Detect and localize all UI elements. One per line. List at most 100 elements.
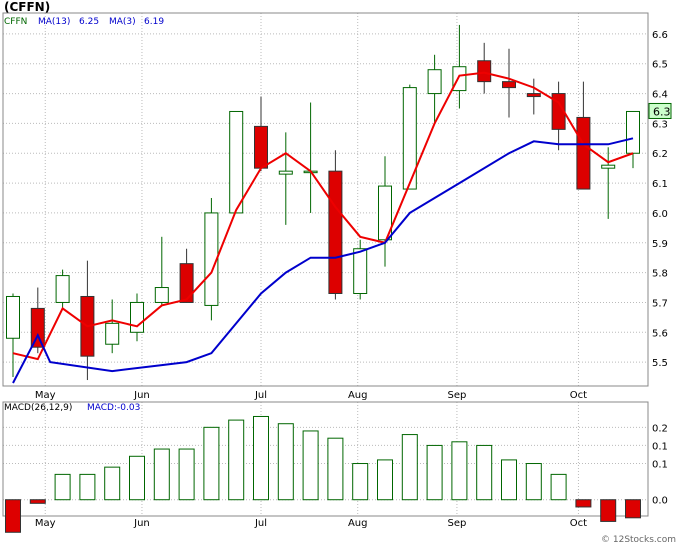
candle-body-up <box>229 110 244 214</box>
candle-body-up <box>154 287 169 303</box>
month-tick-label: Oct <box>570 390 587 401</box>
price-panel: 5.5 5.6 5.7 5.8 5.9 6.0 6.1 6.2 6.3 6.4 6.5 6.6 May J… <box>2 12 672 401</box>
price-tick-label: 5.7 <box>652 298 668 309</box>
macd-bar-positive <box>377 459 393 501</box>
candle-body-up <box>130 301 144 333</box>
macd-legend-value: MACD:-0.03 <box>87 403 140 413</box>
month-tick-label: Jul <box>254 390 267 401</box>
macd-bar-positive <box>327 437 344 501</box>
candle-body-up <box>427 69 442 95</box>
candle <box>254 96 268 172</box>
price-tick-label: 6.4 <box>652 90 668 101</box>
candle-body-down <box>30 307 45 348</box>
candle <box>353 239 368 300</box>
candle <box>30 287 45 354</box>
price-tick-label: 5.6 <box>652 328 668 339</box>
candle <box>576 81 591 190</box>
macd-bar-positive <box>476 444 493 501</box>
macd-tick-label: 0.1 <box>652 460 668 471</box>
candle-body-up <box>402 87 417 190</box>
month-tick-label: Sep <box>447 390 466 401</box>
macd-bar-negative <box>625 499 641 519</box>
macd-bar-positive <box>426 444 443 501</box>
legend-ma13-value: 6.25 <box>79 17 99 27</box>
macd-month-tick-label: Oct <box>570 518 587 529</box>
macd-bar-positive <box>451 441 468 501</box>
last-price-box <box>648 102 672 119</box>
macd-panel: 0.2 0.1 0.1 0.0 May Jun Jul Aug Sep Oct <box>2 401 668 533</box>
macd-bar-positive <box>277 423 294 501</box>
legend: CFFN MA(13) 6.25 MA(3) 6.19 <box>4 17 164 27</box>
macd-bar-positive <box>501 459 517 501</box>
macd-bar-positive <box>228 419 245 501</box>
candle-body-down <box>526 93 541 98</box>
price-tick-label: 5.9 <box>652 239 668 250</box>
chart-title: (CFFN) <box>4 0 50 14</box>
candle-body-down <box>254 125 268 169</box>
candle-body-down <box>477 60 492 83</box>
macd-bar-positive <box>352 463 369 501</box>
last-price-label: 6.3 <box>653 105 671 118</box>
candle <box>80 260 95 381</box>
candle <box>378 156 392 267</box>
candle-body-up <box>452 66 467 92</box>
macd-month-tick-label: Sep <box>447 518 466 529</box>
candle <box>303 102 318 213</box>
price-tick-label: 6.6 <box>652 30 668 41</box>
price-tick-label: 6.0 <box>652 209 668 220</box>
candle <box>551 81 566 151</box>
candle-body-up <box>6 295 20 339</box>
macd-bar-positive <box>178 448 195 501</box>
candle <box>601 147 616 219</box>
price-tick-label: 6.5 <box>652 60 668 71</box>
candle <box>452 24 467 109</box>
price-tick-label: 6.2 <box>652 149 668 160</box>
ma3-line <box>12 71 634 361</box>
macd-month-tick-label: Jun <box>133 518 150 529</box>
price-tick-label: 6.3 <box>652 119 668 130</box>
candle <box>179 248 194 303</box>
macd-bar-positive <box>54 473 71 501</box>
candle-body-up <box>601 164 616 169</box>
candle-body-down <box>551 93 566 130</box>
candle <box>278 132 293 225</box>
macd-bar-positive <box>550 473 567 501</box>
macd-bar-positive <box>129 455 145 501</box>
candle-body-up <box>378 185 392 241</box>
candle <box>502 48 516 118</box>
macd-bar-positive <box>104 466 121 501</box>
macd-tick-label: 0.1 <box>652 441 668 452</box>
macd-bar-positive <box>153 448 170 501</box>
candle <box>328 150 343 300</box>
macd-month-tick-label: May <box>35 518 56 529</box>
candle-body-down <box>502 81 516 89</box>
macd-bar-negative <box>575 499 592 508</box>
candle <box>105 299 120 354</box>
macd-panel-frame <box>2 401 649 517</box>
candle <box>427 54 442 124</box>
macd-tick-label: 0.2 <box>652 423 668 434</box>
candle-body-up <box>353 248 368 294</box>
legend-ma3-label: MA(3) <box>109 17 136 27</box>
macd-bar-negative <box>600 499 617 522</box>
legend-ticker: CFFN <box>4 17 27 27</box>
candle <box>229 110 244 214</box>
watermark: © 12Stocks.com <box>601 535 676 545</box>
candle-body-up <box>105 322 120 345</box>
macd-bar-positive <box>79 473 96 501</box>
candle-body-up <box>55 275 70 303</box>
macd-legend: MACD(26,12,9) MACD:-0.03 <box>4 403 140 413</box>
ma13-line <box>12 137 634 384</box>
candle <box>402 84 417 190</box>
macd-bar-positive <box>203 426 220 501</box>
candle-body-down <box>179 263 194 303</box>
candle-body-down <box>328 170 343 294</box>
candle <box>154 236 169 306</box>
macd-bar-positive <box>525 463 542 501</box>
month-tick-label: Aug <box>348 390 368 401</box>
candle <box>477 42 492 94</box>
macd-legend-label: MACD(26,12,9) <box>4 403 72 413</box>
macd-bar-positive <box>253 415 269 501</box>
candle <box>55 269 70 309</box>
